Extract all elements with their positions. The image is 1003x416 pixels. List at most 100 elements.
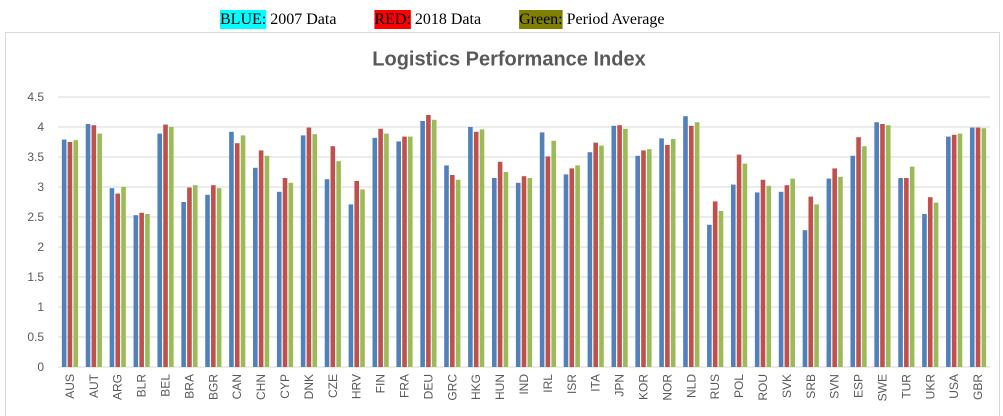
y-tick-label: 0 [37,360,44,374]
bar [121,187,126,367]
bar [784,185,790,367]
bar [832,168,837,367]
x-tick-label: HUN [493,374,507,400]
y-tick-label: 2 [37,240,44,254]
bar [115,193,121,367]
bar [563,174,569,367]
bar [922,214,927,367]
x-tick-label: GRC [445,374,459,401]
x-tick-label: BRA [182,374,196,399]
bar [503,172,509,367]
bar [957,133,963,367]
x-tick-label: NOR [660,374,674,401]
bar [336,161,341,367]
bar [192,185,198,367]
y-tick-label: 0.5 [27,330,44,344]
bar [431,119,437,367]
x-tick-label: AUS [63,374,77,399]
x-tick-label: UKR [923,374,937,400]
x-tick-label: SVK [780,374,794,398]
bar [641,150,646,367]
bar [904,178,909,367]
x-tick-label: ROU [756,374,770,401]
bar [216,188,222,367]
bar [545,156,551,367]
legend-highlight [374,10,411,29]
bar [611,125,617,367]
legend-label: Period Average [567,11,665,28]
y-tick-label: 1.5 [27,270,44,284]
bar [73,140,79,367]
bar [933,202,939,367]
bar [276,191,282,367]
bar [778,191,784,367]
bar [736,154,742,367]
x-tick-label: CHN [254,374,268,400]
bar [324,179,330,367]
bar [617,125,622,367]
x-tick-label: HKG [469,374,483,400]
bar [455,179,461,367]
legend-key: RED: [374,11,410,28]
bar [479,129,485,367]
bar [348,204,354,367]
x-tick-label: CYP [278,374,292,399]
bar [91,125,97,367]
x-tick-label: IND [517,374,531,395]
bar [946,136,951,367]
x-tick-label: DEU [421,374,435,399]
bar [551,140,556,367]
bar [838,176,843,367]
bar [975,127,981,367]
bar [898,178,903,367]
bar [521,176,527,367]
x-tick-label: ISR [565,374,579,394]
bar [569,168,575,367]
bar [312,134,318,367]
bar [850,155,856,367]
bar [253,167,258,367]
bar [587,152,593,367]
y-tick-label: 1 [37,300,44,314]
x-tick-label: ESP [852,374,866,398]
y-tick-label: 3 [37,180,44,194]
bar [211,185,216,367]
bar [157,133,163,367]
bar [683,116,688,367]
bar [707,224,712,367]
bar [730,184,736,367]
bar [593,142,598,367]
bar [909,166,915,367]
bar [718,211,724,367]
bar [258,150,264,367]
bar [515,182,521,367]
bar [874,122,879,367]
bar [85,124,91,367]
bar [712,201,718,367]
x-tick-label: HRV [350,374,364,399]
bar [109,188,115,367]
x-tick-label: RUS [708,374,722,399]
bar [766,185,772,367]
bar [670,139,676,367]
bar [688,125,694,367]
x-tick-label: SRB [804,374,818,399]
x-tick-label: ARG [111,374,125,400]
bar [282,178,288,367]
x-tick-label: GBR [971,374,985,400]
x-tick-label: BLR [135,374,149,398]
x-tick-label: POL [732,374,746,398]
bar [163,124,168,367]
x-tick-label: TUR [899,374,913,399]
bar [623,128,628,367]
bar [133,215,139,367]
bar [539,132,545,367]
bar [981,128,987,367]
x-tick-label: JPN [613,374,627,397]
bar [420,121,425,367]
bar [67,142,73,367]
bar [599,145,604,367]
bar [802,230,808,367]
bar [575,165,580,367]
